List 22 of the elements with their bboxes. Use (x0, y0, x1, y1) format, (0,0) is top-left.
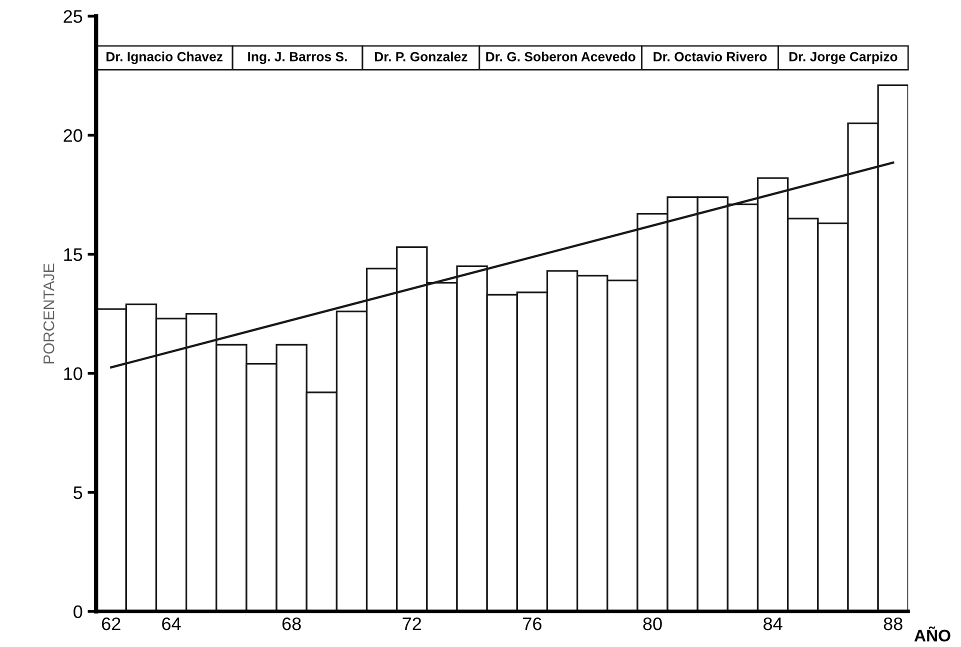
y-tick-label: 15 (64, 248, 82, 261)
annotation: Dr. P. Gonzalez (374, 52, 468, 62)
x-tick-label: 72 (402, 617, 422, 630)
x-tick-label: 80 (643, 617, 662, 630)
y-tick-label: 0 (74, 605, 82, 618)
annotation: Dr. Ignacio Chavez (106, 52, 222, 64)
y-tick-label: 5 (74, 486, 82, 500)
annotation: Dr. G. Soberon Acevedo (486, 52, 636, 62)
x-tick-label: 88 (884, 617, 902, 630)
annotation: Ing. J. Barros S. (248, 52, 347, 64)
x-tick-label: 64 (162, 617, 181, 630)
y-tick-label: 25 (64, 10, 82, 23)
x-tick-label: 76 (523, 617, 542, 630)
annotation: Dr. Jorge Carpizo (789, 52, 898, 64)
x-tick-label: 84 (764, 617, 782, 630)
y-tick-label: 20 (64, 129, 82, 142)
x-tick-label: 62 (102, 617, 120, 630)
y-axis-title: PORCENTAJE (43, 264, 54, 364)
annotation: Dr. Octavio Rivero (654, 52, 767, 62)
y-tick-label: 10 (64, 367, 82, 380)
x-axis-title: AÑO (914, 626, 950, 642)
x-tick-label: 68 (282, 617, 301, 630)
